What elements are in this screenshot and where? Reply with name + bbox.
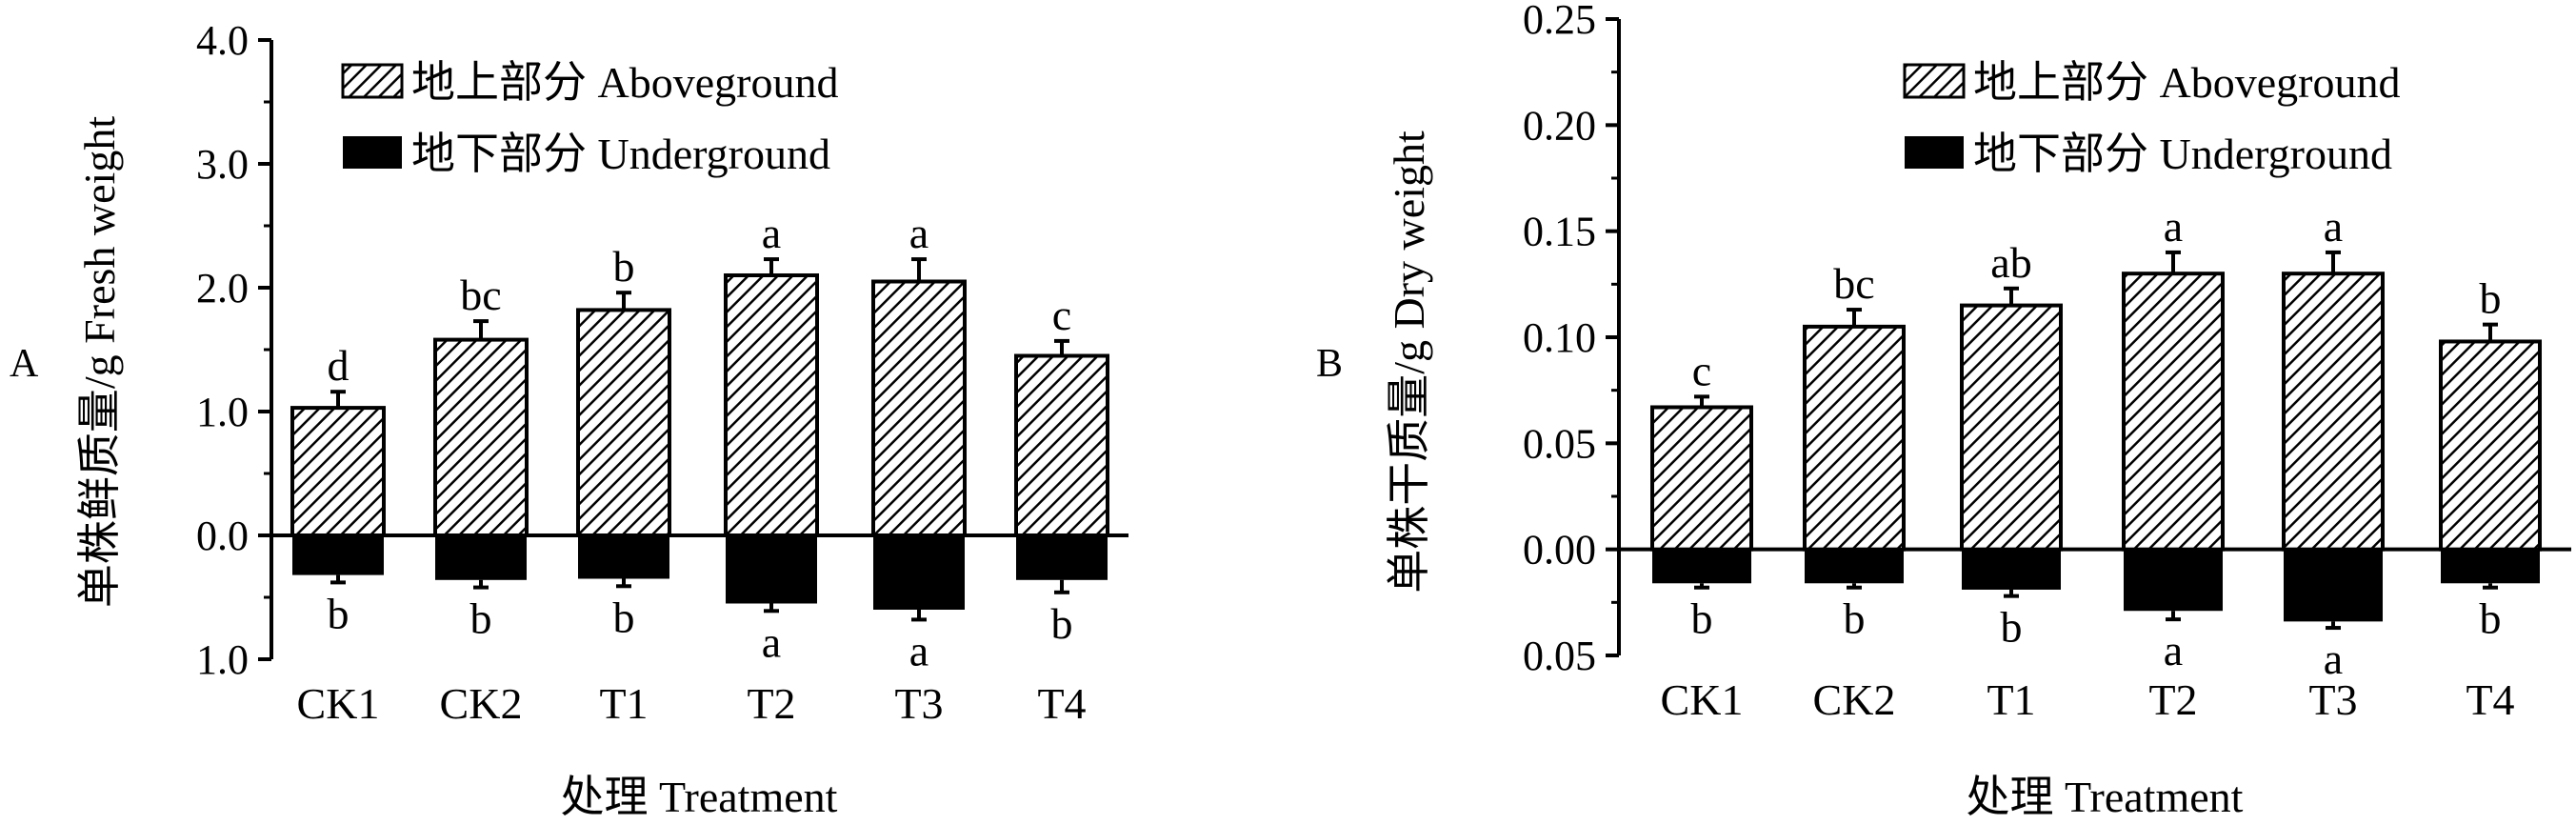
y-tick-label: 0.25 [1523, 0, 1596, 43]
legend-label: 地下部分 Underground [411, 130, 830, 178]
significance-letter: a [909, 209, 929, 257]
significance-letter: c [1052, 291, 1071, 339]
significance-letter: bc [460, 271, 501, 319]
y-tick-label: 0.20 [1523, 102, 1596, 149]
bar-underground [1962, 549, 2061, 590]
legend-item-aboveground: 地上部分 Aboveground [341, 58, 838, 107]
significance-letter: b [328, 589, 349, 637]
significance-letter: d [328, 341, 349, 390]
legend-item-aboveground: 地上部分 Aboveground [1903, 58, 2400, 107]
y-tick-label: 3.0 [196, 141, 249, 188]
x-tick-label: CK1 [297, 679, 380, 728]
x-tick-label: CK2 [440, 679, 523, 728]
y-tick-label: 1.0 [196, 636, 249, 683]
y-axis-title: 单株干质量/g Dry weight [1385, 131, 1433, 594]
significance-letter: ab [1990, 238, 2031, 287]
significance-letter: a [909, 626, 929, 674]
bar-underground [726, 535, 817, 604]
bar-aboveground [1803, 324, 1906, 552]
significance-letter: b [613, 593, 635, 641]
bar-aboveground [290, 406, 386, 537]
bar-aboveground [1014, 353, 1109, 537]
y-tick-label: 0.0 [196, 513, 249, 559]
y-axis-title: 单株鲜质量/g Fresh weight [75, 116, 124, 608]
legend-label: 地上部分 Aboveground [411, 58, 838, 107]
bar-aboveground [576, 308, 671, 537]
significance-letter: b [1844, 594, 1866, 643]
x-tick-label: T1 [599, 679, 648, 728]
significance-letter: b [1691, 594, 1713, 643]
significance-letter: a [762, 209, 781, 257]
x-tick-label: T3 [2308, 675, 2357, 724]
legend-label: 地下部分 Underground [1973, 130, 2392, 178]
bar-aboveground [2439, 339, 2542, 552]
legend-item-underground: 地下部分 Underground [343, 130, 830, 178]
significance-letter: a [2324, 634, 2343, 683]
bar-underground [1805, 549, 1904, 584]
bar-underground [2124, 549, 2223, 612]
y-tick-label: 0.05 [1523, 420, 1596, 467]
significance-letter: b [1051, 599, 1073, 648]
x-tick-label: T4 [1037, 679, 1086, 728]
bar-aboveground [1960, 303, 2063, 552]
x-axis-title: 处理 Treatment [561, 773, 838, 821]
significance-letter: b [2480, 594, 2502, 643]
significance-letter: a [2324, 202, 2343, 251]
x-tick-label: T4 [2466, 675, 2514, 724]
legend-swatch-solid [1905, 136, 1964, 169]
x-tick-label: T1 [1987, 675, 2035, 724]
y-tick-label: 0.10 [1523, 314, 1596, 361]
significance-letter: b [470, 594, 492, 643]
bar-aboveground [871, 279, 967, 537]
chart-panel-b: B 单株干质量/g Dry weight 处理 Treatment 地上部分 A… [1316, 0, 2571, 821]
bar-aboveground [2122, 272, 2225, 552]
significance-letter: bc [1833, 259, 1874, 308]
significance-letter: b [2001, 603, 2023, 652]
x-tick-label: T2 [747, 679, 795, 728]
y-tick-label: 4.0 [196, 17, 249, 64]
legend-swatch-hatched [341, 63, 404, 99]
x-tick-label: CK2 [1813, 675, 1896, 724]
bar-underground [873, 535, 965, 610]
significance-letter: b [613, 242, 635, 291]
significance-letter: a [762, 617, 781, 666]
significance-letter: b [2480, 274, 2502, 323]
x-axis-title: 处理 Treatment [1967, 773, 2244, 821]
y-tick-label: 0.15 [1523, 209, 1596, 255]
bar-aboveground [433, 337, 529, 537]
legend: 地上部分 Aboveground 地下部分 Underground [341, 58, 838, 178]
significance-letter: a [2164, 626, 2183, 674]
significance-letter: a [2164, 202, 2183, 251]
panel-label: A [10, 342, 39, 386]
bar-underground [292, 535, 384, 575]
bar-aboveground [724, 273, 819, 537]
x-tick-label: CK1 [1661, 675, 1744, 724]
x-tick-label: T3 [894, 679, 943, 728]
bar-underground [1652, 549, 1751, 584]
y-tick-label: 1.0 [196, 389, 249, 435]
x-tick-label: T2 [2148, 675, 2197, 724]
legend: 地上部分 Aboveground 地下部分 Underground [1903, 58, 2400, 178]
panel-label: B [1316, 342, 1343, 386]
bar-underground [1016, 535, 1108, 580]
bar-underground [2441, 549, 2540, 584]
y-tick-label: 0.00 [1523, 527, 1596, 573]
legend-swatch-hatched [1903, 63, 1966, 99]
bar-aboveground [2282, 272, 2385, 552]
chart-panel-a: A 单株鲜质量/g Fresh weight 处理 Treatment 地上部分… [10, 17, 1128, 821]
bar-underground [435, 535, 527, 580]
significance-letter: c [1692, 346, 1711, 394]
y-tick-label: 0.05 [1523, 633, 1596, 679]
bar-aboveground [1650, 405, 1753, 552]
legend-label: 地上部分 Aboveground [1973, 58, 2400, 107]
bar-underground [578, 535, 669, 579]
y-tick-label: 2.0 [196, 265, 249, 312]
bar-underground [2284, 549, 2383, 622]
legend-item-underground: 地下部分 Underground [1905, 130, 2392, 178]
legend-swatch-solid [343, 136, 402, 169]
